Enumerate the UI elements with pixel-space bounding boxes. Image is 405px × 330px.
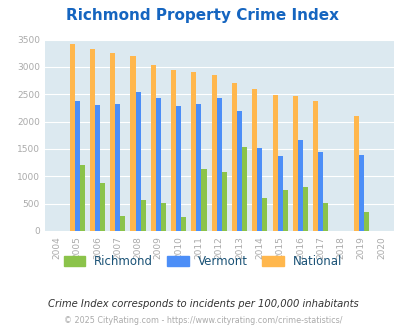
Bar (156, 98, 160, 231)
Text: Richmond Property Crime Index: Richmond Property Crime Index (66, 8, 339, 23)
Bar (150, 65, 156, 231)
Bar (272, 95, 277, 231)
Bar (95, 105, 100, 231)
Bar (191, 72, 196, 231)
Bar (282, 190, 287, 231)
Bar (110, 53, 115, 231)
Bar (90, 50, 95, 231)
Bar (292, 96, 297, 231)
Bar (312, 101, 318, 231)
Bar (130, 56, 135, 231)
Bar (257, 148, 262, 231)
Bar (100, 183, 105, 231)
Bar (171, 70, 176, 231)
Bar (241, 147, 247, 231)
Bar (358, 155, 363, 231)
Bar (135, 91, 140, 231)
Bar (318, 152, 322, 231)
Bar (201, 169, 206, 231)
Bar (160, 203, 166, 231)
Bar (196, 104, 201, 231)
Bar (262, 198, 267, 231)
Bar (231, 83, 237, 231)
Bar (252, 89, 257, 231)
Bar (79, 165, 85, 231)
Bar (211, 75, 216, 231)
Bar (322, 203, 328, 231)
Bar (237, 111, 241, 231)
Bar (216, 98, 221, 231)
Bar (140, 200, 145, 231)
Bar (353, 115, 358, 231)
Bar (363, 213, 368, 231)
Bar (69, 44, 75, 231)
Bar (176, 106, 181, 231)
Text: Crime Index corresponds to incidents per 100,000 inhabitants: Crime Index corresponds to incidents per… (47, 299, 358, 309)
Text: © 2025 CityRating.com - https://www.cityrating.com/crime-statistics/: © 2025 CityRating.com - https://www.city… (64, 316, 341, 325)
Bar (277, 155, 282, 231)
Bar (75, 101, 79, 231)
Bar (181, 217, 186, 231)
Bar (302, 187, 307, 231)
Bar (120, 216, 125, 231)
Bar (297, 140, 302, 231)
Bar (115, 104, 120, 231)
Legend: Richmond, Vermont, National: Richmond, Vermont, National (59, 250, 346, 273)
Bar (221, 172, 226, 231)
